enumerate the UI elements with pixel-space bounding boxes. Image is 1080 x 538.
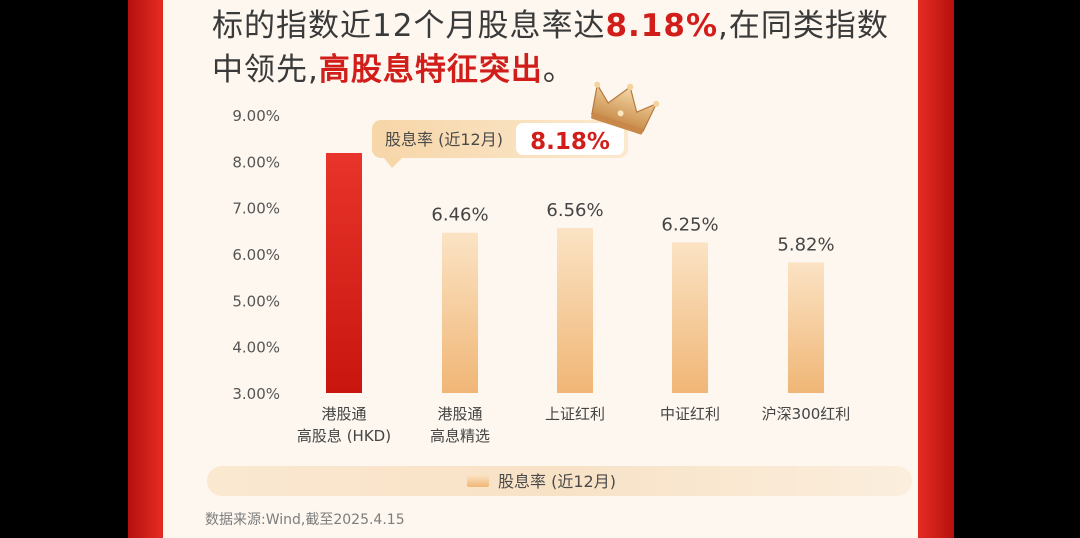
data-labels: 6.46% 6.56% 6.25% 5.82%	[431, 200, 834, 255]
callout-pointer	[384, 158, 402, 168]
x-tick-label: 上证红利	[545, 405, 605, 423]
headline-highlight-value: 8.18%	[605, 8, 718, 44]
x-tick-label: 港股通	[321, 405, 366, 423]
legend: 股息率 (近12月)	[207, 466, 912, 496]
x-tick-label: 高息精选	[430, 427, 490, 445]
y-axis: 3.00% 4.00% 5.00% 6.00% 7.00% 8.00% 9.00%	[232, 107, 280, 403]
headline: 标的指数近12个月股息率达8.18%,在同类指数 中领先,高股息特征突出。	[212, 4, 912, 92]
bar-data-label: 6.56%	[546, 200, 603, 221]
bar	[788, 262, 824, 393]
x-tick-label: 沪深300红利	[762, 405, 851, 423]
x-tick-label: 高股息 (HKD)	[297, 427, 391, 445]
bar-data-label: 6.46%	[431, 205, 488, 226]
y-tick-label: 4.00%	[232, 339, 280, 357]
bars	[326, 152, 824, 393]
callout-value: 8.18%	[530, 129, 610, 155]
headline-line-1: 标的指数近12个月股息率达8.18%,在同类指数	[212, 4, 912, 48]
headline-text: 。	[542, 52, 575, 88]
bar	[557, 228, 593, 393]
legend-label: 股息率 (近12月)	[498, 472, 616, 491]
headline-text: 标的指数近12个月股息率达	[212, 8, 606, 44]
y-tick-label: 8.00%	[232, 153, 280, 171]
legend-pill	[207, 466, 912, 496]
headline-text: 中领先,	[212, 52, 319, 88]
callout-value-box	[516, 123, 624, 155]
data-source-note: 数据来源:Wind,截至2025.4.15	[205, 512, 405, 528]
y-tick-label: 6.00%	[232, 246, 280, 264]
callout-label: 股息率 (近12月)	[385, 130, 503, 149]
crown-icon	[591, 81, 660, 135]
bar-data-label: 5.82%	[777, 234, 834, 255]
bar	[326, 152, 362, 393]
y-tick-label: 5.00%	[232, 292, 280, 310]
headline-line-2: 中领先,高股息特征突出。	[212, 48, 912, 92]
callout: 股息率 (近12月) 8.18%	[372, 120, 628, 168]
headline-text: ,在同类指数	[718, 8, 889, 44]
y-tick-label: 7.00%	[232, 200, 280, 218]
bar	[672, 242, 708, 393]
x-tick-label: 港股通	[437, 405, 482, 423]
bar-data-label: 6.25%	[661, 214, 718, 235]
headline-highlight-phrase: 高股息特征突出	[318, 52, 543, 88]
bar	[442, 232, 478, 393]
y-tick-label: 3.00%	[232, 385, 280, 403]
y-tick-label: 9.00%	[232, 107, 280, 125]
legend-swatch	[467, 475, 489, 487]
x-tick-label: 中证红利	[660, 405, 720, 423]
